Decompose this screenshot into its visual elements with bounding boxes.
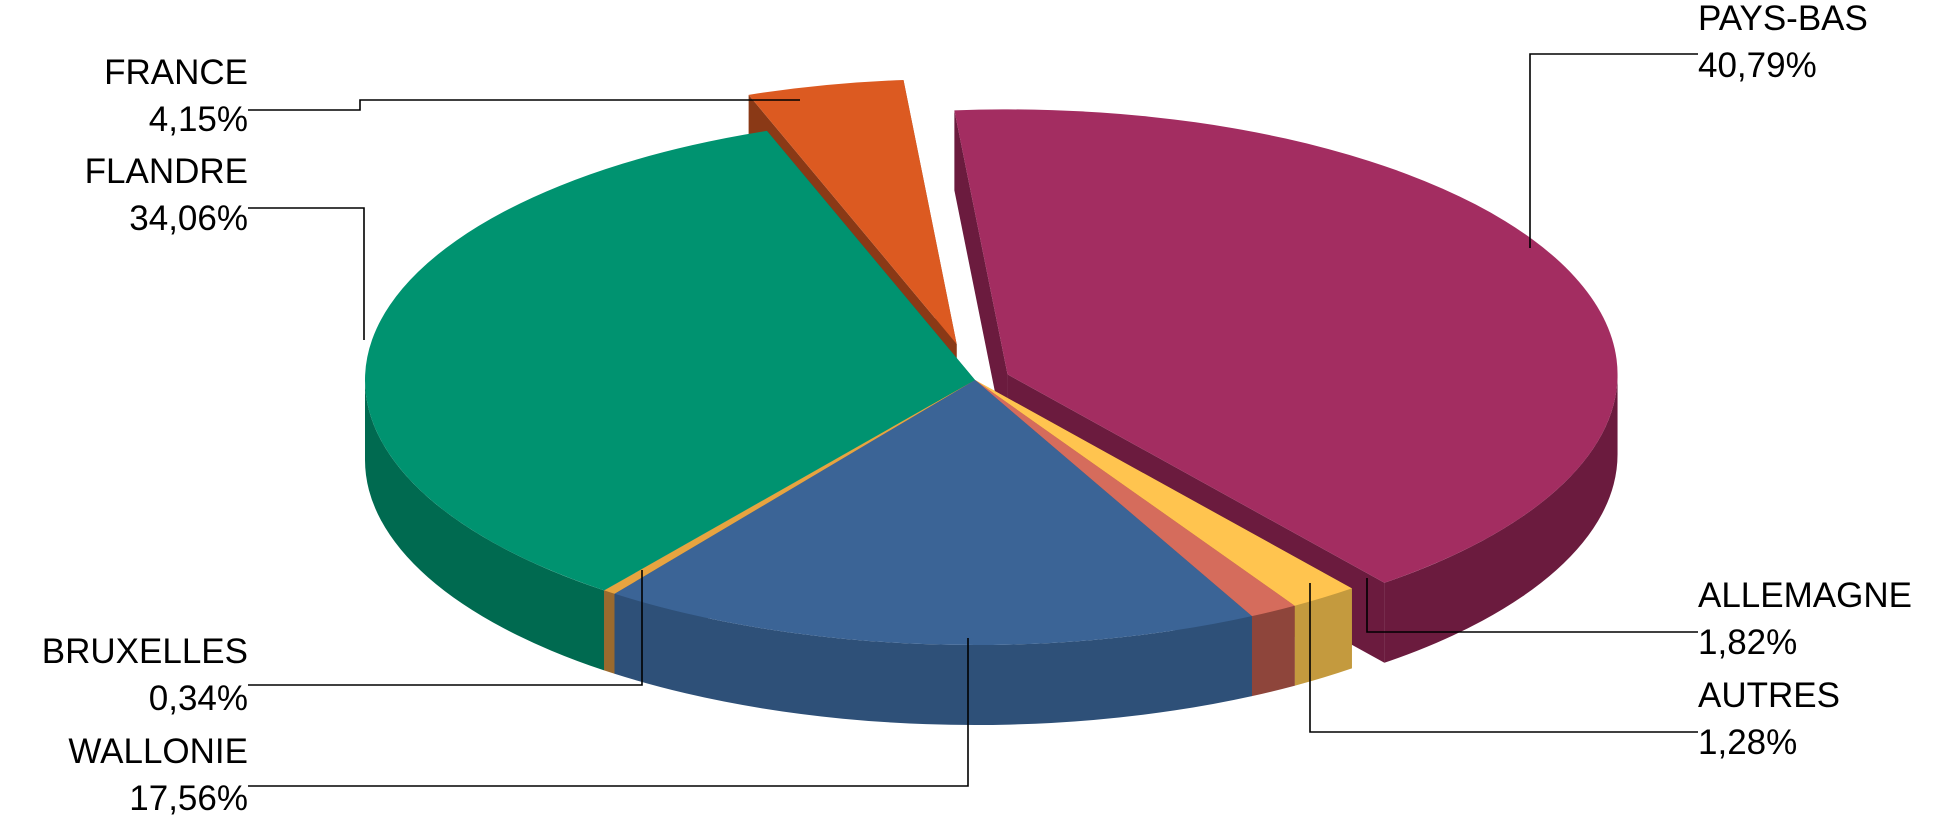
value-label-autres: 1,28% (1698, 723, 1797, 762)
leader-france (248, 99, 800, 111)
label-wallonie: WALLONIE (68, 732, 248, 771)
slice-wall-pays-bas-0 (954, 110, 1008, 455)
leader-bruxelles (248, 570, 643, 686)
slice-side-flandre-0 (365, 380, 605, 671)
slice-france (748, 79, 957, 344)
value-label-pays-bas: 40,79% (1698, 46, 1817, 85)
slice-flandre (365, 130, 975, 591)
label-flandre: FLANDRE (85, 152, 248, 191)
leader-wallonie (248, 638, 969, 787)
leader-pays-bas (1529, 53, 1698, 248)
slice-side-allemagne-0 (1294, 588, 1352, 686)
slice-pays-bas (954, 109, 1618, 583)
label-france: FRANCE (104, 53, 248, 92)
leader-lines (248, 53, 1698, 787)
value-label-flandre: 34,06% (129, 199, 248, 238)
slice-bruxelles (604, 380, 975, 594)
value-label-france: 4,15% (149, 100, 248, 139)
slice-side-autres-0 (1251, 605, 1295, 697)
value-label-allemagne: 1,82% (1698, 623, 1797, 662)
leader-allemagne (1366, 578, 1698, 633)
slice-allemagne (975, 380, 1352, 606)
label-autres: AUTRES (1698, 676, 1840, 715)
label-pays-bas: PAYS-BAS (1698, 0, 1868, 38)
slice-side-bruxelles-0 (604, 590, 615, 674)
slice-side-wallonie-0 (614, 593, 1252, 725)
label-allemagne: ALLEMAGNE (1698, 576, 1912, 615)
value-label-bruxelles: 0,34% (149, 679, 248, 718)
value-label-wallonie: 17,56% (129, 779, 248, 818)
slice-wallonie (614, 380, 1252, 646)
slice-labels: PAYS-BAS 40,79% ALLEMAGNE 1,82% AUTRES 1,28% W… (42, 0, 1912, 818)
leader-flandre (248, 207, 365, 340)
pie-tops (365, 79, 1618, 646)
leader-autres (1309, 583, 1698, 733)
slice-autres (975, 380, 1295, 617)
label-bruxelles: BRUXELLES (42, 632, 248, 671)
slice-side-pays-bas-0 (1384, 374, 1618, 663)
